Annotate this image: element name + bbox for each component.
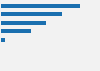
Bar <box>1 38 5 42</box>
Bar <box>1 29 31 33</box>
Bar <box>1 21 46 25</box>
Bar <box>1 4 80 8</box>
Bar <box>1 12 62 16</box>
